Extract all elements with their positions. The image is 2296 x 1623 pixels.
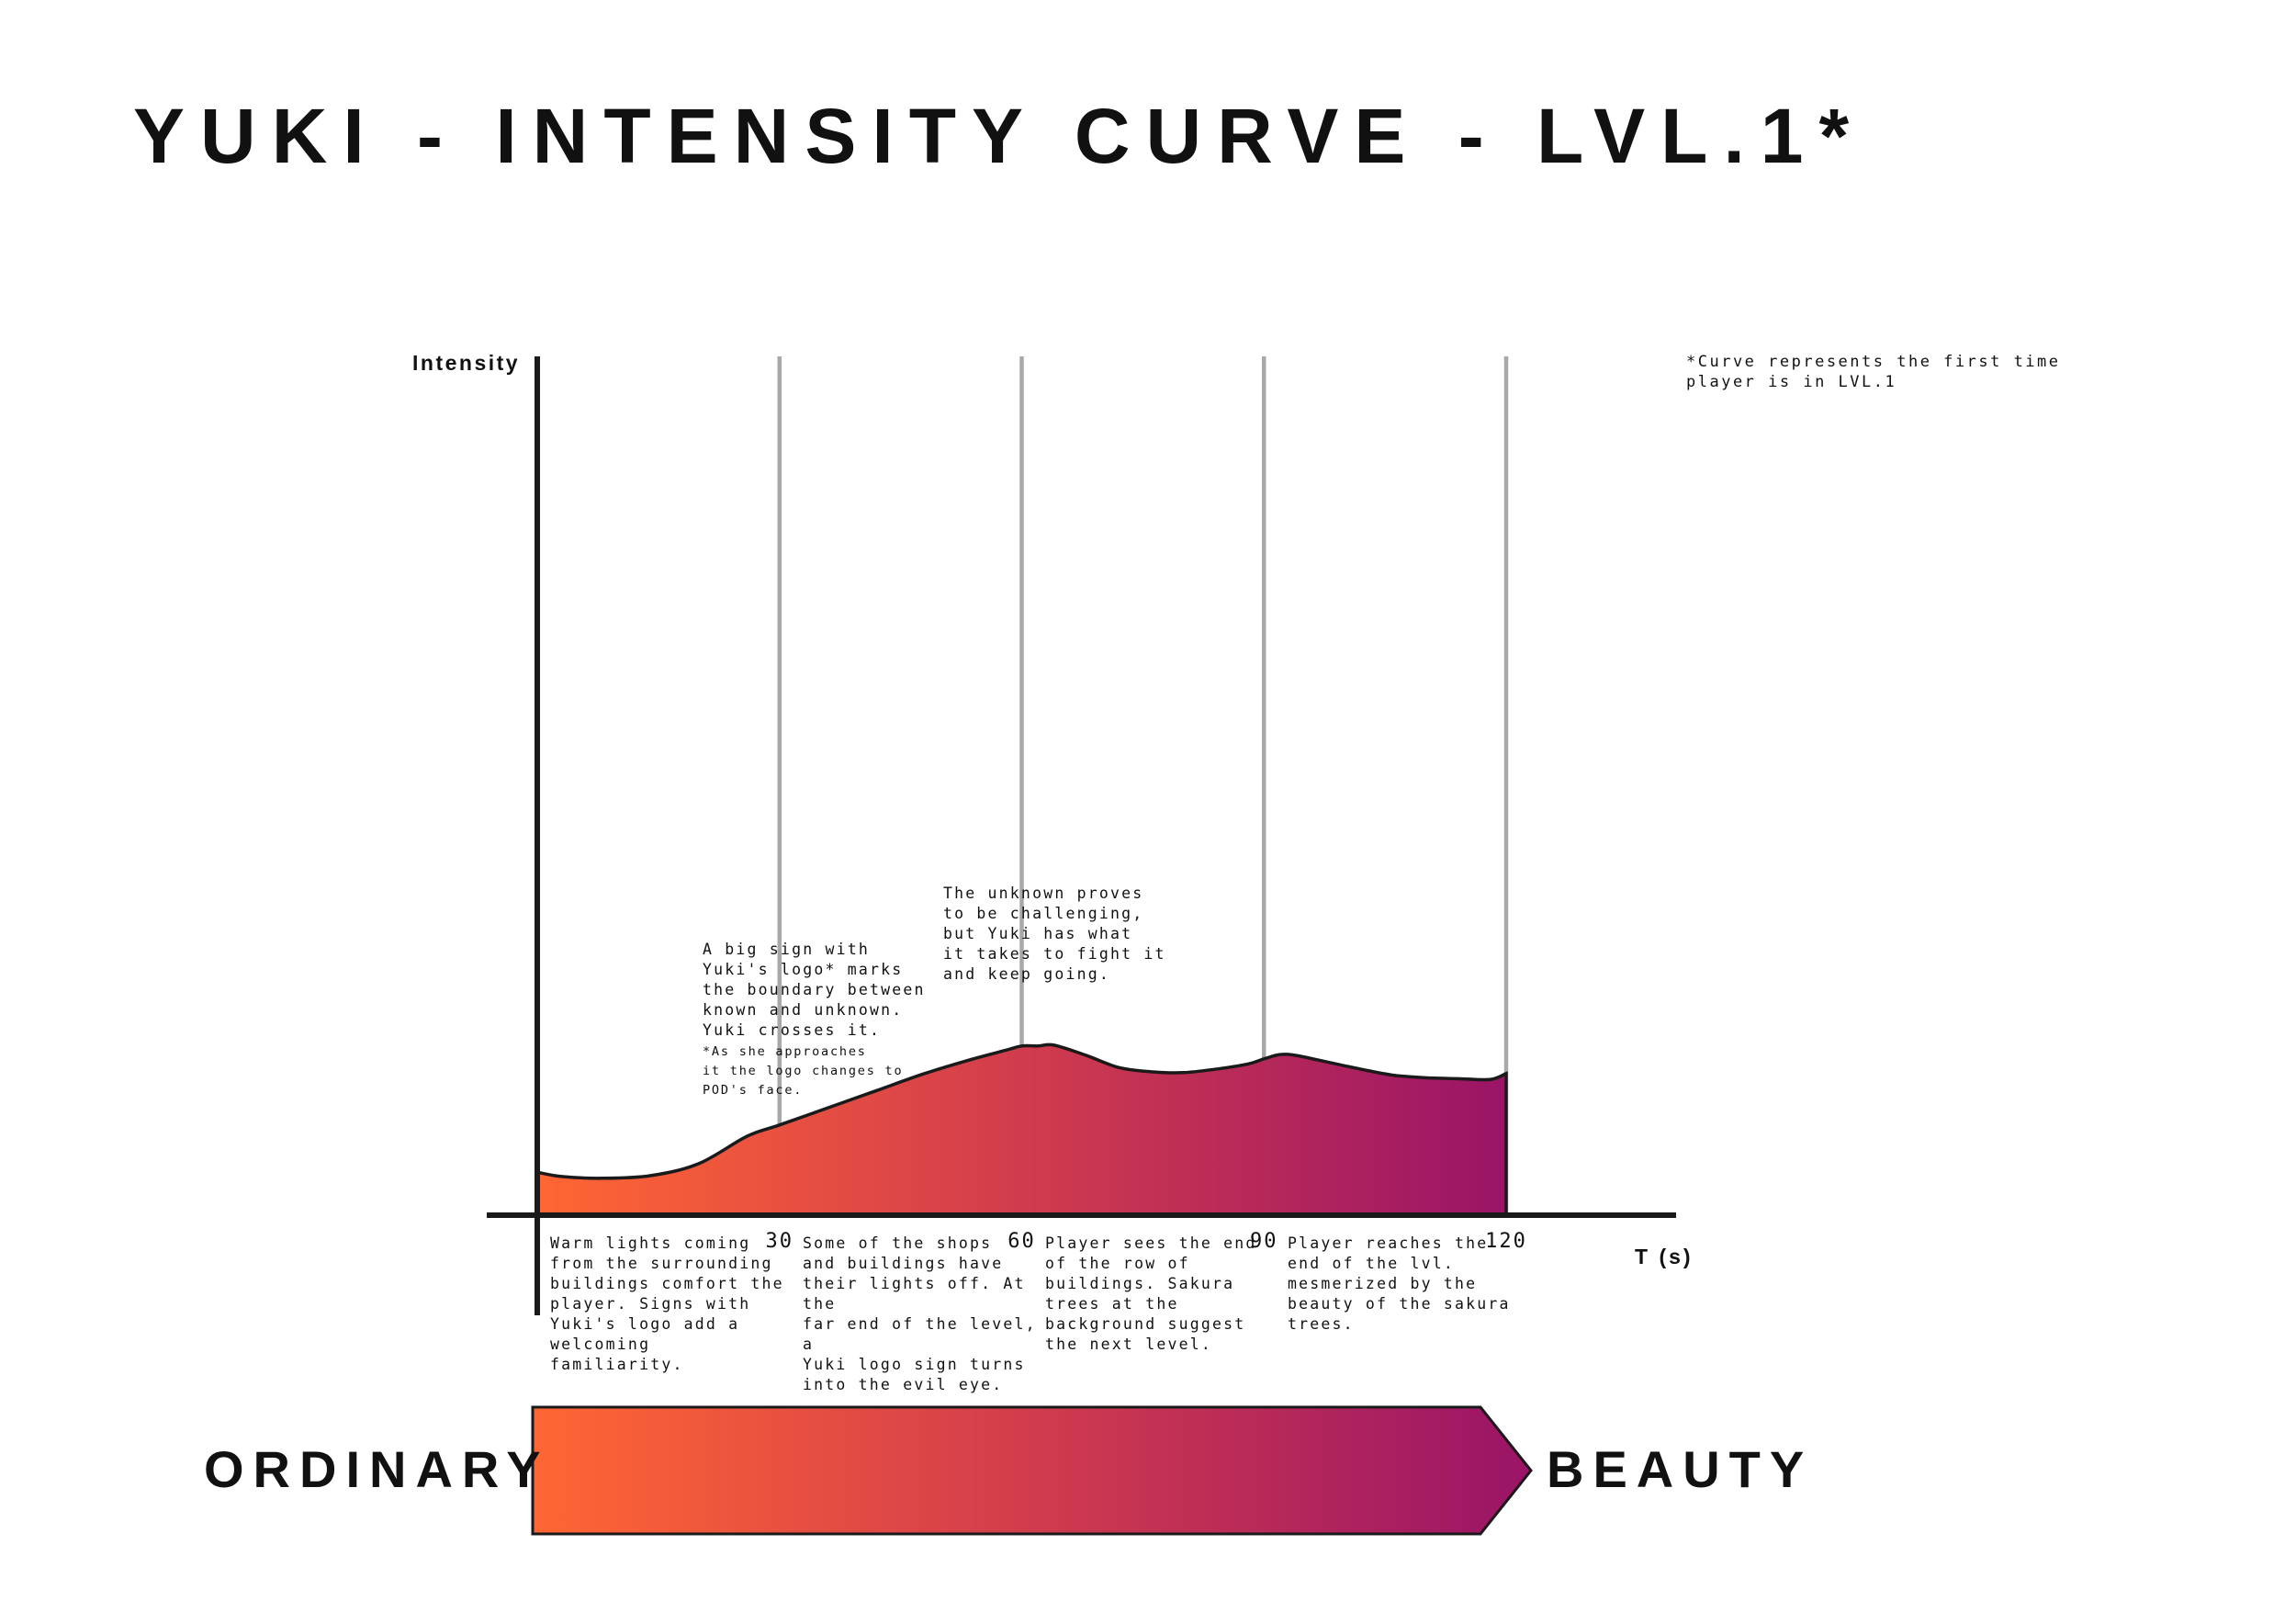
ordinary-to-beauty-arrow: [531, 1405, 1533, 1536]
segment-description-2: Some of the shops and buildings have the…: [803, 1234, 1037, 1393]
arc-start-label: ORDINARY: [204, 1440, 550, 1498]
segment-description-4: Player reaches the end of the lvl. mesme…: [1288, 1234, 1511, 1333]
page-title: YUKI - INTENSITY CURVE - LVL.1*: [133, 93, 1865, 179]
segment-description-3: Player sees the end of the row of buildi…: [1045, 1234, 1257, 1353]
x-tick-60: 60: [1007, 1230, 1036, 1253]
annotation-boundary-sign: A big sign with Yuki's logo* marks the b…: [703, 941, 926, 1039]
x-axis-label: T (s): [1635, 1245, 1694, 1268]
intensity-line: [536, 1043, 1508, 1215]
segment-description-1: Warm lights coming from the surrounding …: [550, 1234, 784, 1373]
x-tick-30: 30: [766, 1230, 794, 1253]
x-tick-90: 90: [1250, 1230, 1278, 1253]
y-axis-label: Intensity: [412, 351, 521, 375]
intensity-area: [537, 1044, 1506, 1215]
curve-footnote: *Curve represents the first time player …: [1686, 353, 2061, 391]
x-tick-120: 120: [1485, 1230, 1527, 1253]
annotation-logo-note: *As she approaches it the logo changes t…: [703, 1044, 904, 1098]
arc-end-label: BEAUTY: [1547, 1440, 1814, 1498]
annotation-challenge: The unknown proves to be challenging, bu…: [943, 885, 1166, 983]
x-tick-labels: 30 60 90 120: [766, 1230, 1527, 1253]
